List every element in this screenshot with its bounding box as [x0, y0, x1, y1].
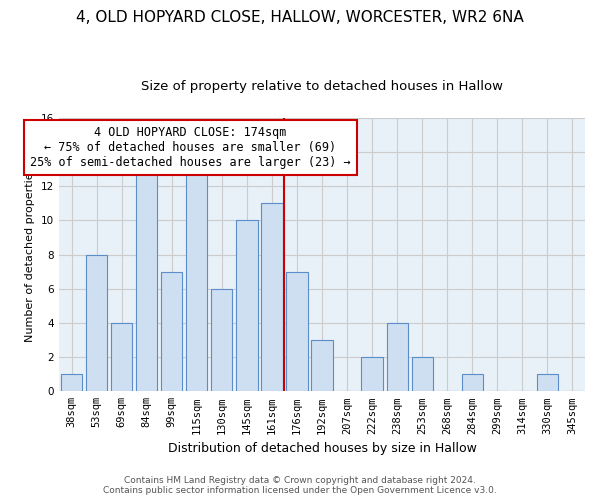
Bar: [186, 169, 208, 392]
Bar: [461, 374, 483, 392]
Bar: [311, 340, 332, 392]
Text: 4 OLD HOPYARD CLOSE: 174sqm
← 75% of detached houses are smaller (69)
25% of sem: 4 OLD HOPYARD CLOSE: 174sqm ← 75% of det…: [30, 126, 351, 170]
Bar: [386, 323, 408, 392]
Bar: [161, 272, 182, 392]
Bar: [236, 220, 257, 392]
Bar: [136, 169, 157, 392]
Bar: [361, 357, 383, 392]
Bar: [412, 357, 433, 392]
Bar: [286, 272, 308, 392]
Bar: [261, 204, 283, 392]
Bar: [61, 374, 82, 392]
Text: 4, OLD HOPYARD CLOSE, HALLOW, WORCESTER, WR2 6NA: 4, OLD HOPYARD CLOSE, HALLOW, WORCESTER,…: [76, 10, 524, 25]
Bar: [537, 374, 558, 392]
Bar: [86, 254, 107, 392]
X-axis label: Distribution of detached houses by size in Hallow: Distribution of detached houses by size …: [167, 442, 476, 455]
Title: Size of property relative to detached houses in Hallow: Size of property relative to detached ho…: [141, 80, 503, 93]
Bar: [111, 323, 133, 392]
Bar: [211, 288, 232, 392]
Text: Contains HM Land Registry data © Crown copyright and database right 2024.
Contai: Contains HM Land Registry data © Crown c…: [103, 476, 497, 495]
Y-axis label: Number of detached properties: Number of detached properties: [25, 167, 35, 342]
